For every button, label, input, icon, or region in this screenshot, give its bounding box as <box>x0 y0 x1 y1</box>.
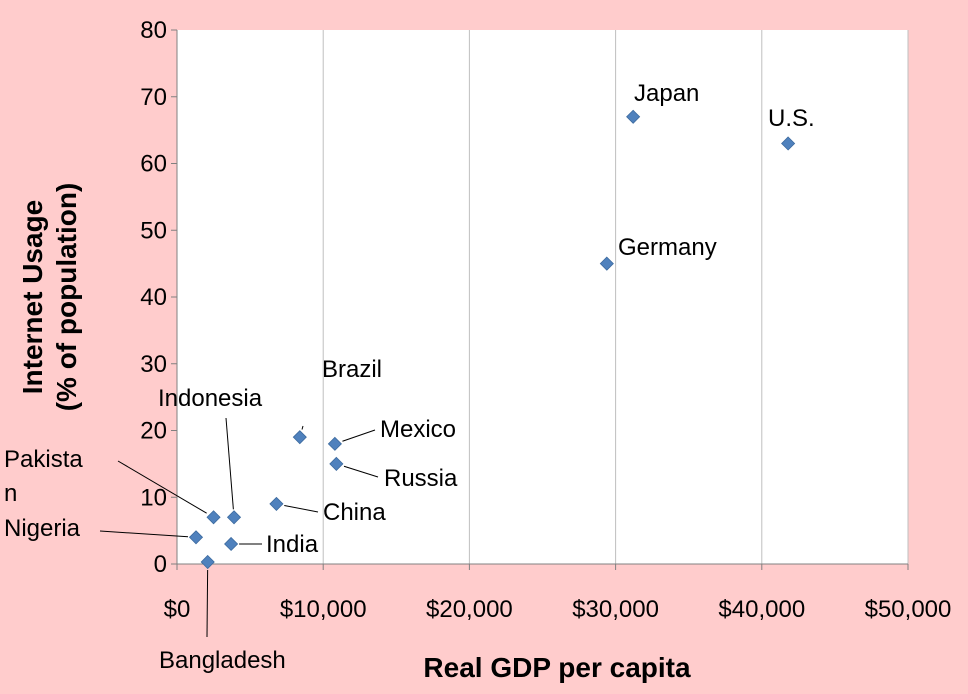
data-point <box>206 510 221 525</box>
point-label-line: Mexico <box>380 416 456 443</box>
point-label: Russia <box>384 465 458 492</box>
y-tick-labels: 0 10 20 30 40 50 60 70 80 <box>140 17 167 578</box>
x-tick-label: $0 <box>164 596 191 623</box>
point-label-line: Japan <box>634 80 699 107</box>
x-tick-label: $30,000 <box>572 596 659 623</box>
leader-line <box>284 504 319 513</box>
leader-line <box>206 569 209 638</box>
point-label-line: Pakista <box>4 446 83 473</box>
data-point <box>327 436 342 451</box>
y-axis-title-line: Internet Usage <box>17 200 48 395</box>
data-point <box>200 554 215 570</box>
data-point <box>226 510 242 525</box>
y-tick-label: 40 <box>140 284 167 311</box>
x-tick-label: $50,000 <box>865 596 952 623</box>
point-label: U.S. <box>768 105 815 132</box>
point-label-line: Brazil <box>322 356 382 383</box>
data-point <box>599 256 614 271</box>
point-label: Nigeria <box>4 515 81 542</box>
point-label: Brazil <box>322 356 382 383</box>
y-axis-title: Internet Usage (% of population) <box>17 183 82 412</box>
point-label-line: n <box>4 480 17 507</box>
y-tick-label: 70 <box>140 84 167 111</box>
data-point <box>781 136 796 151</box>
point-labels: Japan U.S. Germany Brazil Mexico Russia Indone… <box>4 80 815 674</box>
data-point <box>269 496 284 511</box>
point-label-line: China <box>323 499 386 526</box>
leader-line <box>343 465 379 478</box>
point-label: Bangladesh <box>159 647 286 674</box>
data-point <box>188 530 204 545</box>
leader-line <box>117 460 207 514</box>
y-tick-label: 80 <box>140 17 167 44</box>
data-points <box>188 109 796 570</box>
point-label-line: Nigeria <box>4 515 81 542</box>
data-point <box>626 109 641 124</box>
point-label-line: Russia <box>384 465 458 492</box>
point-label: China <box>323 499 386 526</box>
label-leader-lines <box>99 417 379 638</box>
x-tick-label: $20,000 <box>426 596 513 623</box>
x-tick-label: $10,000 <box>280 596 367 623</box>
x-tick-labels: $0 $10,000 $20,000 $30,000 $40,000 $50,000 <box>164 596 952 623</box>
x-tick-label: $40,000 <box>718 596 805 623</box>
point-label: Indonesia <box>158 385 263 412</box>
y-tick-label: 10 <box>140 484 167 511</box>
point-label-line: Germany <box>618 234 717 261</box>
y-tick-label: 20 <box>140 418 167 445</box>
point-label: Germany <box>618 234 717 261</box>
data-point <box>224 536 239 552</box>
y-axis-title-line: (% of population) <box>51 183 82 412</box>
point-label: Pakista n <box>4 446 83 507</box>
x-axis-title: Real GDP per capita <box>423 652 691 683</box>
point-label-line: Bangladesh <box>159 647 286 674</box>
point-label: Mexico <box>380 416 456 443</box>
data-point <box>292 430 307 445</box>
point-label: Japan <box>634 80 699 107</box>
point-label-line: India <box>266 531 319 558</box>
y-tick-label: 50 <box>140 217 167 244</box>
point-label-line: U.S. <box>768 105 815 132</box>
leader-line <box>301 425 304 430</box>
y-tick-label: 30 <box>140 351 167 378</box>
leader-line <box>342 429 376 442</box>
leader-line <box>99 530 189 538</box>
axes <box>171 29 909 570</box>
leader-line <box>225 417 234 510</box>
data-point <box>329 456 344 471</box>
point-label: India <box>266 531 319 558</box>
plot-area <box>177 30 908 564</box>
y-tick-label: 60 <box>140 151 167 178</box>
point-label-line: Indonesia <box>158 385 263 412</box>
y-tick-label: 0 <box>154 551 167 578</box>
